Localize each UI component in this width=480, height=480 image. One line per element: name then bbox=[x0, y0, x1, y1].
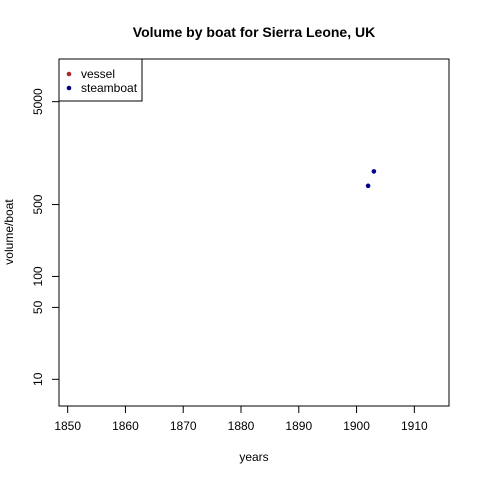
chart-title: Volume by boat for Sierra Leone, UK bbox=[133, 24, 375, 40]
data-points bbox=[365, 169, 377, 189]
x-tick-label: 1880 bbox=[228, 419, 255, 433]
legend-marker-steamboat bbox=[66, 85, 72, 91]
x-tick-label: 1910 bbox=[401, 419, 428, 433]
x-tick-label: 1860 bbox=[112, 419, 139, 433]
y-tick-label: 50 bbox=[31, 300, 45, 314]
legend: vessel steamboat bbox=[58, 58, 143, 102]
data-point-steamboat bbox=[371, 169, 377, 174]
legend-label-vessel: vessel bbox=[81, 67, 115, 81]
y-tick-label: 5000 bbox=[31, 88, 45, 115]
y-tick-label: 100 bbox=[31, 266, 45, 286]
y-axis-label: volume/boat bbox=[2, 199, 16, 265]
x-tick-label: 1900 bbox=[343, 419, 370, 433]
legend-marker-vessel bbox=[66, 71, 72, 77]
x-tick-label: 1850 bbox=[54, 419, 81, 433]
x-tick-label: 1890 bbox=[285, 419, 312, 433]
x-axis: 1850 1860 1870 1880 1890 1900 1910 bbox=[54, 405, 428, 433]
legend-label-steamboat: steamboat bbox=[81, 81, 138, 95]
y-tick-label: 500 bbox=[31, 194, 45, 214]
legend-box bbox=[58, 58, 143, 102]
y-tick-label: 10 bbox=[31, 372, 45, 386]
y-axis: 10 50 100 500 5000 bbox=[31, 88, 60, 386]
data-point-steamboat bbox=[365, 183, 371, 189]
x-tick-label: 1870 bbox=[170, 419, 197, 433]
x-axis-label: years bbox=[239, 450, 268, 464]
